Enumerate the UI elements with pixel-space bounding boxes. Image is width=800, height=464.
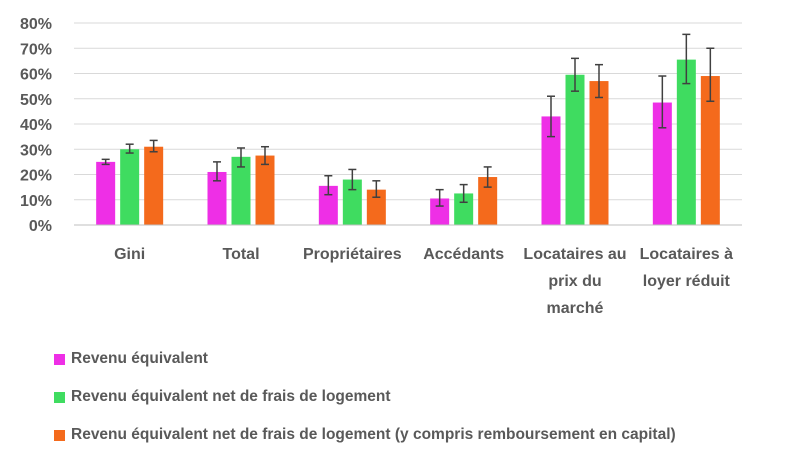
bar — [565, 74, 585, 225]
bar — [430, 198, 450, 225]
bar — [342, 179, 362, 225]
bar — [652, 102, 672, 225]
bar — [478, 177, 498, 225]
gridlines — [74, 22, 742, 201]
bar — [231, 156, 251, 225]
x-tick-label: Locataires à loyer réduit — [640, 246, 733, 290]
bar — [207, 171, 227, 225]
y-tick-label: 30% — [20, 142, 52, 159]
y-axis-tick-labels: 0% 10% 20% 30% 40% 50% 60% 70% 80% — [20, 16, 52, 235]
legend-item-series-1: Revenu équivalent — [54, 340, 676, 378]
y-tick-label: 50% — [20, 92, 52, 109]
bars — [96, 59, 720, 226]
legend-label-series-1: Revenu équivalent — [71, 350, 208, 367]
x-axis-tick-labels: Gini Total Propriétaires Accédants Locataire… — [114, 246, 733, 317]
bar — [589, 81, 609, 225]
legend-swatch-series-2 — [54, 391, 65, 403]
x-tick-label: Propriétaires — [303, 246, 402, 263]
bar — [255, 155, 275, 225]
y-tick-label: 20% — [20, 168, 52, 185]
x-tick-label: Accédants — [423, 246, 504, 263]
y-tick-label: 0% — [29, 218, 52, 235]
legend-label-series-3: Revenu équivalent net de frais de logeme… — [71, 426, 676, 443]
bar — [96, 161, 116, 225]
y-tick-label: 80% — [20, 16, 52, 33]
bar — [454, 193, 474, 225]
legend-swatch-series-3 — [54, 429, 65, 441]
bar — [366, 189, 386, 225]
error-bars — [101, 33, 715, 207]
legend-label-series-2: Revenu équivalent net de frais de logeme… — [71, 388, 391, 405]
x-tick-label: Total — [222, 246, 259, 263]
x-tick-label: Locataires au prix du marché — [523, 246, 626, 317]
y-tick-label: 10% — [20, 193, 52, 210]
bar — [700, 76, 720, 226]
legend-swatch-series-1 — [54, 353, 65, 365]
y-tick-label: 40% — [20, 117, 52, 134]
bar — [144, 146, 164, 225]
y-tick-label: 70% — [20, 41, 52, 58]
x-tick-label: Gini — [114, 246, 145, 263]
bar — [676, 59, 696, 225]
legend-item-series-3: Revenu équivalent net de frais de logeme… — [54, 416, 676, 454]
bar — [120, 149, 140, 225]
bar-chart: 0% 10% 20% 30% 40% 50% 60% 70% 80% Gini Total Prop… — [20, 16, 742, 317]
y-tick-label: 60% — [20, 67, 52, 84]
bar — [318, 185, 338, 225]
legend-item-series-2: Revenu équivalent net de frais de logeme… — [54, 378, 676, 416]
legend: Revenu équivalent Revenu équivalent net … — [54, 340, 676, 454]
bar — [541, 116, 561, 225]
